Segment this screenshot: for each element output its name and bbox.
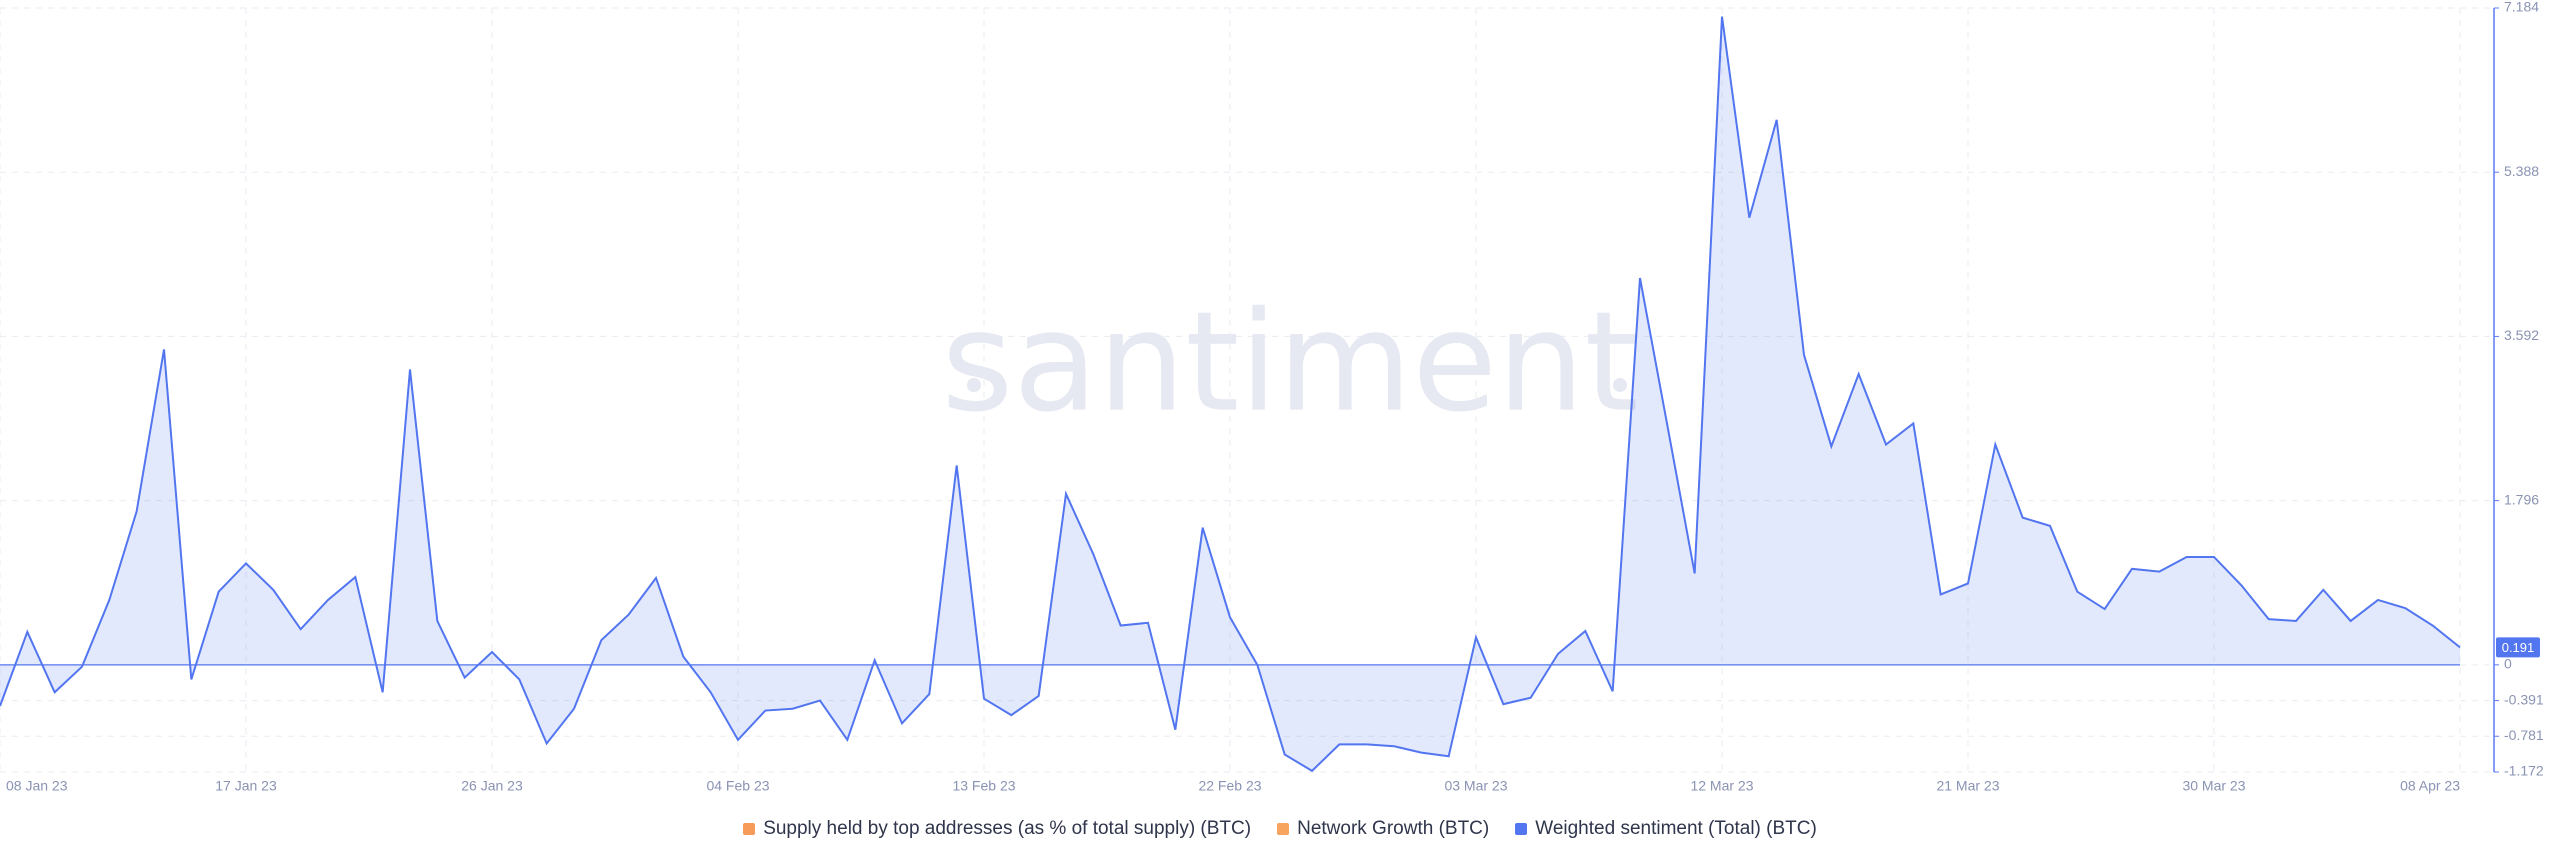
line [0, 16, 2461, 773]
legend-label: Network Growth (BTC) [1297, 818, 1490, 839]
legend-swatch [1515, 823, 1528, 835]
legend-swatch [743, 823, 756, 835]
x-tick-label: 17 Jan 23 [215, 778, 277, 794]
last-value-label: 0.191 [2502, 640, 2535, 655]
x-tick-label: 04 Feb 23 [706, 778, 769, 794]
x-tick-label: 30 Mar 23 [2182, 778, 2245, 794]
legend-item[interactable]: Supply held by top addresses (as % of to… [743, 818, 1251, 840]
x-tick-label: 21 Mar 23 [1936, 778, 1999, 794]
y-tick-label: -0.391 [2504, 691, 2544, 707]
y-tick-label: -0.781 [2504, 727, 2544, 743]
area-fill [0, 16, 2460, 771]
x-tick-label: 12 Mar 23 [1690, 778, 1753, 794]
y-tick-label: 3.592 [2504, 327, 2539, 343]
x-tick-label: 22 Feb 23 [1198, 778, 1261, 794]
y-tick-label: 1.796 [2504, 491, 2539, 507]
watermark-dot [967, 378, 981, 392]
x-tick-label: 26 Jan 23 [461, 778, 523, 794]
legend: Supply held by top addresses (as % of to… [0, 818, 2560, 840]
watermark-dot [1613, 378, 1627, 392]
x-tick-label: 08 Apr 23 [2400, 778, 2460, 794]
x-tick-label: 03 Mar 23 [1444, 778, 1507, 794]
watermark-text: santiment [941, 282, 1638, 443]
watermark: santiment [941, 282, 1638, 443]
y-tick-label: 7.184 [2504, 0, 2539, 15]
legend-label: Supply held by top addresses (as % of to… [763, 818, 1252, 839]
x-tick-label: 08 Jan 23 [6, 778, 68, 794]
chart: -1.172 -0.781 -0.391 0 1.796 3.592 5.388 7.184 0… [0, 0, 2544, 794]
legend-label: Weighted sentiment (Total) (BTC) [1535, 818, 1817, 839]
x-tick-label: 13 Feb 23 [952, 778, 1015, 794]
y-tick-label: 0 [2504, 656, 2512, 672]
y-tick-label: -1.172 [2504, 763, 2544, 779]
legend-swatch [1277, 823, 1290, 835]
legend-item[interactable]: Weighted sentiment (Total) (BTC) [1515, 818, 1817, 840]
y-tick-label: 5.388 [2504, 163, 2539, 179]
legend-item[interactable]: Network Growth (BTC) [1277, 818, 1489, 840]
last-value-box [2496, 637, 2540, 658]
